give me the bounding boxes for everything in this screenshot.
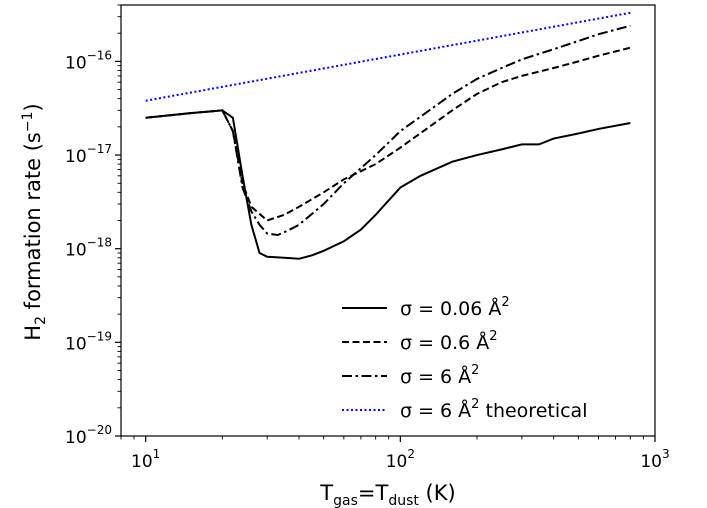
legend-label-3: σ = 6 Å2 [400, 363, 479, 388]
series-line-2 [145, 46, 631, 222]
legend-label-1: σ = 0.06 Å2 [400, 295, 510, 320]
y-tick-label: 10−17 [65, 142, 112, 167]
y-axis-label: H2 formation rate (s−1) [20, 103, 49, 340]
plot-frame [120, 4, 656, 437]
series-line-4 [145, 11, 631, 102]
plot-lines [145, 11, 631, 260]
legend: σ = 0.06 Å2 σ = 0.6 Å2 σ = 6 Å2 σ = 6 Å2 th… [342, 295, 587, 422]
legend-label-2: σ = 0.6 Å2 [400, 329, 498, 354]
y-tick-label: 10−19 [65, 329, 112, 354]
series-line-1 [145, 109, 631, 260]
y-tick-label: 10−16 [65, 48, 112, 73]
x-tick-label: 103 [640, 447, 669, 472]
x-axis-label: Tgas=Tdust (K) [319, 481, 455, 508]
axis-ticks: 101 102 103 10−20 10−19 10−18 10−17 10−16 [65, 4, 670, 472]
x-tick-label: 101 [131, 447, 160, 472]
y-tick-label: 10−18 [65, 236, 112, 261]
series-line-3 [145, 24, 631, 237]
y-tick-label: 10−20 [65, 423, 112, 448]
x-tick-label: 102 [386, 447, 415, 472]
legend-label-4: σ = 6 Å2 theoretical [400, 397, 587, 422]
